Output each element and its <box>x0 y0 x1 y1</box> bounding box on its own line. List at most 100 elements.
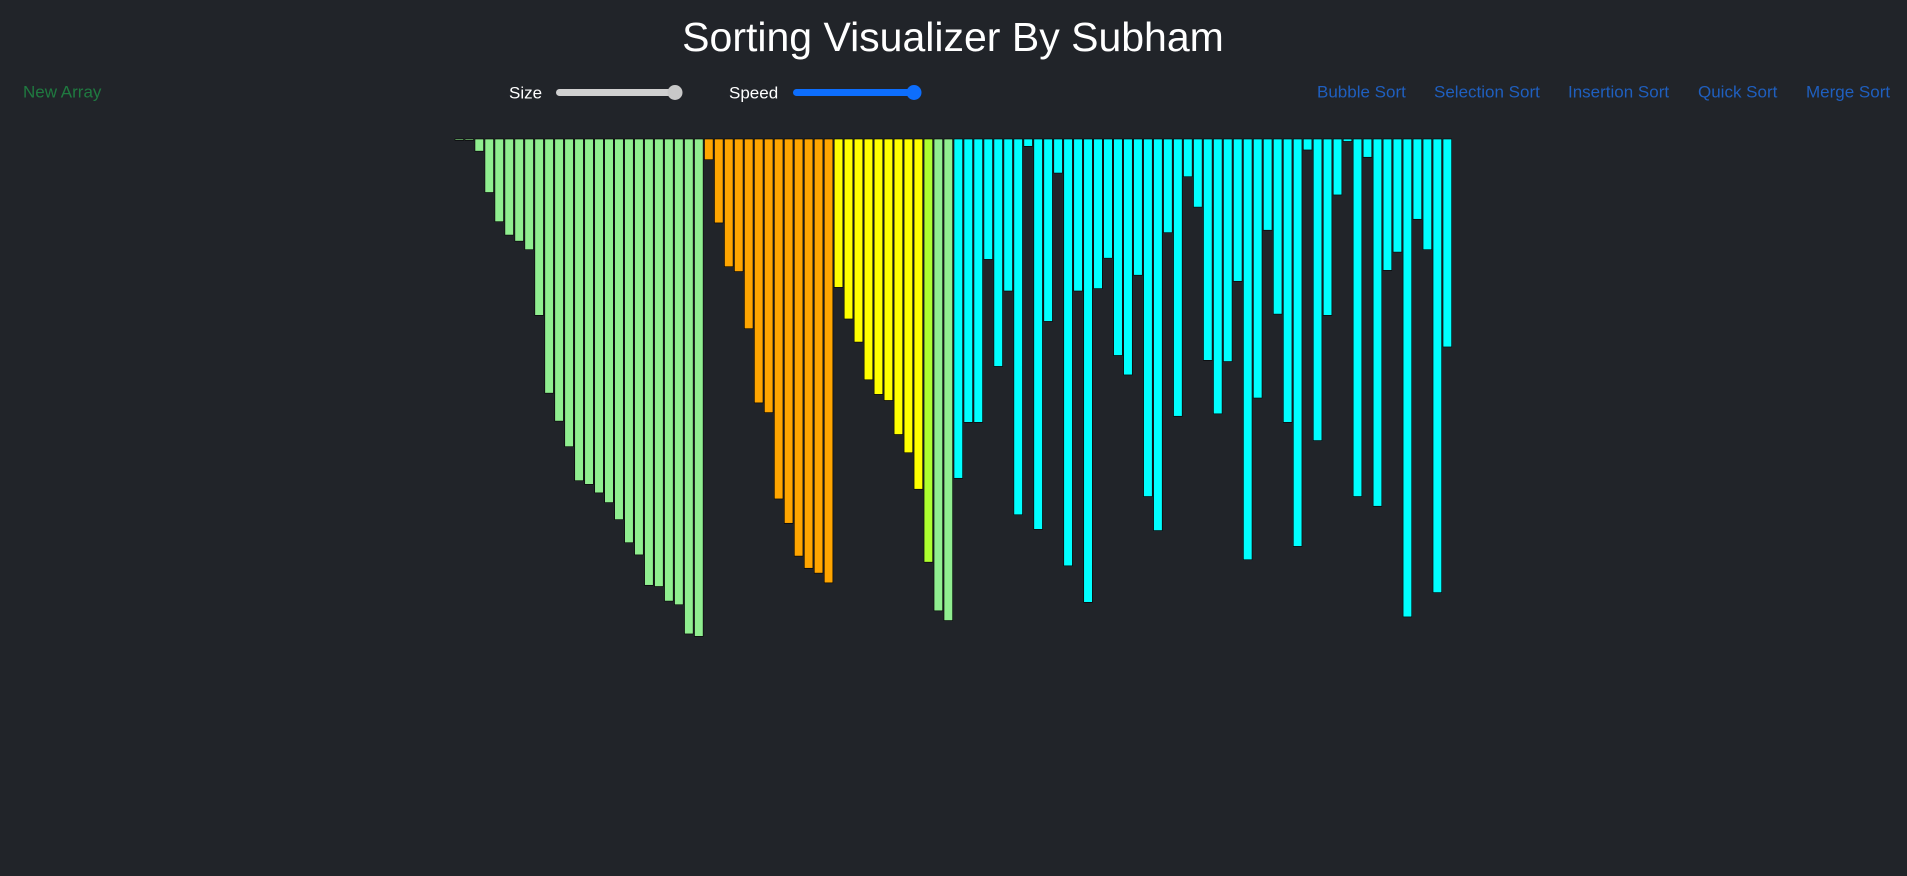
speed-slider-track[interactable] <box>793 89 918 96</box>
bar <box>454 138 464 141</box>
bar <box>933 138 943 612</box>
bar <box>1033 138 1043 530</box>
algorithm-button[interactable]: Quick Sort <box>1698 82 1778 101</box>
bar <box>634 138 644 556</box>
bar <box>514 138 524 242</box>
bar <box>1163 138 1173 233</box>
bar <box>883 138 894 401</box>
bar <box>604 138 614 503</box>
bar <box>1003 138 1013 292</box>
bar <box>1223 138 1233 362</box>
bar <box>794 138 804 557</box>
bar <box>903 138 913 454</box>
bar <box>973 138 983 423</box>
bar <box>684 138 694 635</box>
bars <box>454 138 1452 637</box>
bar <box>1203 138 1213 361</box>
bar <box>474 138 484 152</box>
bar <box>504 138 514 236</box>
algorithm-buttons: Bubble Sort Selection Sort Insertion Sort Q… <box>1317 82 1890 101</box>
algorithm-button[interactable]: Selection Sort <box>1434 82 1540 101</box>
bar <box>893 138 904 435</box>
bar <box>913 138 923 490</box>
algorithm-button[interactable]: Merge Sort <box>1806 82 1890 101</box>
size-label: Size <box>509 83 542 102</box>
bar <box>1342 138 1353 142</box>
bar <box>534 138 544 316</box>
bar <box>754 138 764 404</box>
bar <box>923 138 933 563</box>
bar <box>1322 138 1333 316</box>
bar <box>624 138 634 544</box>
bar <box>1392 138 1403 253</box>
size-slider-thumb[interactable] <box>667 85 683 100</box>
bar <box>1153 138 1163 531</box>
bar <box>614 138 624 520</box>
speed-label: Speed <box>729 83 778 102</box>
bar <box>724 138 734 267</box>
bar <box>694 138 704 637</box>
bar <box>464 138 474 141</box>
bar <box>734 138 744 272</box>
algorithm-button[interactable]: Bubble Sort <box>1317 82 1406 101</box>
bar <box>1283 138 1293 423</box>
bar <box>1193 138 1203 208</box>
bar <box>1043 138 1053 322</box>
new-array-button[interactable]: New Array <box>23 82 102 101</box>
bar <box>853 138 864 343</box>
bar <box>1133 138 1143 276</box>
bar <box>843 138 854 320</box>
bar <box>654 138 664 587</box>
title: Sorting Visualizer By Subham <box>682 14 1224 60</box>
bar <box>813 138 824 574</box>
bar <box>594 138 604 494</box>
bar <box>993 138 1003 367</box>
bar <box>1243 138 1253 561</box>
bar <box>1063 138 1073 567</box>
bar <box>833 138 844 288</box>
bar <box>1103 138 1113 259</box>
bar <box>774 138 784 500</box>
bar <box>714 138 724 224</box>
bar <box>524 138 534 250</box>
bar <box>584 138 594 485</box>
bar <box>764 138 774 413</box>
bar <box>1402 138 1412 618</box>
bar <box>1382 138 1393 271</box>
bar <box>803 138 814 569</box>
bar <box>1332 138 1343 196</box>
bar <box>1183 138 1193 177</box>
bar <box>953 138 963 479</box>
speed-slider-thumb[interactable] <box>906 85 922 100</box>
bar <box>983 138 993 260</box>
bar <box>664 138 674 602</box>
bar <box>1253 138 1263 399</box>
bar <box>744 138 754 329</box>
algorithm-button[interactable]: Insertion Sort <box>1568 82 1669 101</box>
bar <box>484 138 494 193</box>
bar <box>1213 138 1223 415</box>
bar <box>1123 138 1133 376</box>
bar <box>1362 138 1373 158</box>
bar <box>1173 138 1183 417</box>
bar <box>704 138 714 160</box>
bar <box>1422 138 1432 250</box>
bar <box>823 138 834 584</box>
bar <box>1093 138 1103 289</box>
bar <box>554 138 564 422</box>
bar <box>1073 138 1083 292</box>
bar <box>1442 138 1452 348</box>
bar <box>574 138 584 481</box>
bar <box>1303 138 1313 151</box>
size-slider-track[interactable] <box>556 89 677 96</box>
bar <box>784 138 794 524</box>
bar <box>1143 138 1153 497</box>
bar <box>1293 138 1303 547</box>
bar <box>494 138 504 222</box>
bar <box>1023 138 1033 147</box>
bar <box>873 138 884 395</box>
bar <box>963 138 973 423</box>
